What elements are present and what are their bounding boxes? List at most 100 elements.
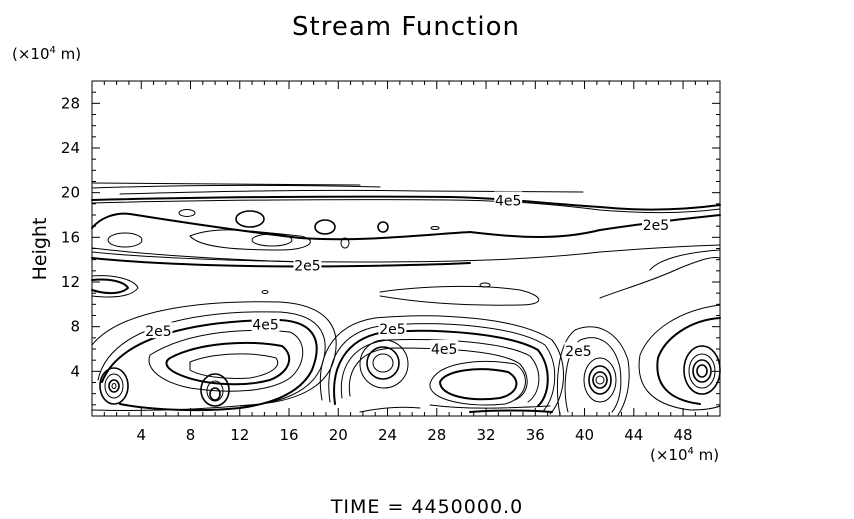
contour-label-bg bbox=[293, 256, 322, 273]
contour-line bbox=[599, 257, 721, 299]
contour-line bbox=[108, 379, 120, 393]
contour-label-bg bbox=[494, 191, 523, 208]
y-tick-label: 4 bbox=[70, 362, 80, 380]
x-tick-label: 28 bbox=[427, 426, 446, 444]
x-unit-prefix: (×10 bbox=[650, 446, 688, 464]
contour-line bbox=[206, 380, 224, 402]
contour-line bbox=[91, 301, 337, 412]
plot-frame bbox=[91, 80, 721, 417]
x-tick-label: 48 bbox=[674, 426, 693, 444]
contour-line bbox=[107, 232, 143, 248]
contour-label-bg bbox=[251, 315, 280, 332]
contour-line bbox=[165, 341, 291, 386]
x-tick-label: 12 bbox=[230, 426, 249, 444]
x-tick-label: 44 bbox=[624, 426, 643, 444]
contour-line bbox=[235, 210, 265, 228]
contour-line bbox=[469, 409, 553, 413]
x-tick-label: 32 bbox=[476, 426, 495, 444]
contour-line bbox=[556, 326, 630, 416]
y-tick-label: 28 bbox=[61, 94, 80, 112]
contour-line bbox=[91, 195, 721, 211]
contour-line bbox=[340, 237, 350, 249]
contour-labels: 4e5 2e5 2e5 2e5 4e5 2e5 4e5 2e5 bbox=[144, 191, 670, 360]
contour-line bbox=[91, 182, 584, 195]
contour-line bbox=[649, 249, 721, 271]
y-unit-suffix: m) bbox=[55, 45, 82, 63]
contour-label-bg bbox=[564, 342, 593, 359]
contour-line bbox=[479, 282, 491, 288]
contour-line bbox=[97, 311, 326, 407]
contour-line bbox=[328, 323, 556, 411]
y-axis-ticks: 4 8 12 16 20 24 28 bbox=[61, 91, 720, 406]
contour-label-bg bbox=[641, 216, 670, 233]
contour-label: 2e5 bbox=[294, 258, 320, 274]
contour-line bbox=[430, 226, 440, 230]
contour-line bbox=[104, 373, 124, 399]
contour-line bbox=[696, 364, 708, 378]
contour-line bbox=[656, 317, 721, 405]
x-tick-label: 4 bbox=[136, 426, 146, 444]
contour-line bbox=[372, 353, 394, 373]
contour-line bbox=[91, 244, 721, 263]
contour-line bbox=[429, 404, 551, 409]
contour-label-bg bbox=[378, 319, 407, 336]
contour-line bbox=[251, 233, 293, 247]
contour-label: 2e5 bbox=[565, 344, 591, 360]
contour-line bbox=[189, 353, 279, 379]
contour-line bbox=[333, 329, 549, 407]
x-tick-label: 40 bbox=[575, 426, 594, 444]
x-unit-suffix: m) bbox=[693, 446, 720, 464]
contour-line bbox=[209, 387, 221, 401]
contour-line bbox=[91, 212, 721, 241]
x-tick-label: 20 bbox=[329, 426, 348, 444]
contour-label: 2e5 bbox=[643, 218, 669, 234]
contour-line bbox=[379, 285, 540, 306]
y-tick-label: 20 bbox=[61, 184, 80, 202]
contour-label-bg bbox=[430, 340, 459, 356]
contour-label: 4e5 bbox=[495, 193, 521, 209]
contour-line bbox=[178, 209, 196, 217]
contour-label: 4e5 bbox=[431, 342, 457, 358]
contour-line bbox=[359, 406, 421, 413]
time-footer: TIME = 4450000.0 bbox=[330, 496, 524, 518]
y-axis-unit: (×104 m) bbox=[12, 45, 81, 63]
contour-line bbox=[638, 304, 721, 411]
contour-line bbox=[189, 229, 311, 251]
contour-line bbox=[377, 221, 389, 233]
contour-line bbox=[148, 329, 304, 392]
contour-line bbox=[564, 337, 622, 413]
chart-title: Stream Function bbox=[292, 12, 520, 42]
contour-line bbox=[200, 373, 230, 407]
contour-label: 4e5 bbox=[252, 317, 278, 333]
contour-line bbox=[592, 371, 608, 389]
x-axis-unit: (×104 m) bbox=[650, 446, 719, 464]
x-tick-label: 8 bbox=[186, 426, 196, 444]
y-unit-prefix: (×10 bbox=[12, 45, 50, 63]
contour-line bbox=[583, 357, 617, 403]
x-axis-ticks: 4 8 12 16 20 24 28 32 36 40 44 48 bbox=[103, 81, 709, 444]
contour-line bbox=[439, 368, 518, 401]
contour-line bbox=[91, 199, 721, 214]
contour-line bbox=[314, 219, 336, 235]
x-tick-label: 16 bbox=[279, 426, 298, 444]
y-tick-label: 24 bbox=[61, 139, 80, 157]
contour-line bbox=[319, 315, 564, 415]
y-unit-exponent: 4 bbox=[49, 45, 56, 56]
contour-line bbox=[91, 275, 139, 298]
contour-line bbox=[588, 365, 612, 395]
contour-line bbox=[91, 247, 301, 263]
contour-label-bg bbox=[144, 322, 173, 339]
x-unit-exponent: 4 bbox=[687, 446, 694, 457]
x-tick-label: 24 bbox=[378, 426, 397, 444]
contour-line bbox=[692, 359, 712, 383]
contour-line bbox=[91, 257, 471, 268]
y-tick-label: 8 bbox=[70, 318, 80, 336]
y-tick-label: 16 bbox=[61, 228, 80, 246]
contour-line bbox=[261, 290, 269, 294]
contour-line bbox=[595, 375, 605, 385]
contour-line bbox=[359, 339, 409, 389]
contour-lines bbox=[91, 182, 721, 416]
contour-label: 2e5 bbox=[145, 324, 171, 340]
contour-line bbox=[99, 367, 129, 405]
